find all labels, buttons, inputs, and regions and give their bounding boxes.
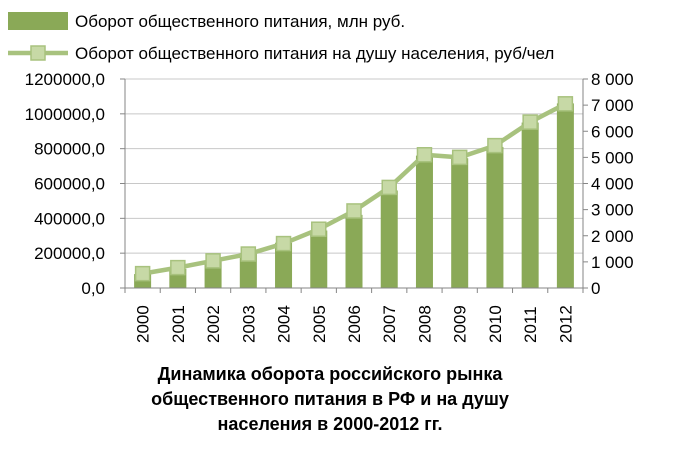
legend-bar-swatch — [8, 12, 68, 30]
caption-line-1: Динамика оборота российского рынка — [157, 364, 503, 384]
legend-line-label: Оборот общественного питания на душу нас… — [75, 44, 554, 63]
point-2011 — [522, 114, 538, 130]
point-2012 — [557, 96, 574, 112]
left-tick-label: 800000,0 — [34, 140, 105, 159]
point-2002 — [205, 253, 221, 269]
right-tick-label: 6 000 — [591, 122, 634, 141]
left-tick-label: 1200000,0 — [25, 70, 105, 89]
x-tick-label: 2008 — [415, 305, 434, 343]
bar-2010 — [486, 146, 504, 288]
right-tick-label: 0 — [591, 279, 600, 298]
left-tick-label: 200000,0 — [34, 244, 105, 263]
axes: 0,0 200000,0 400000,0 600000,0 800000,0 10000… — [25, 70, 634, 343]
right-tick-label: 7 000 — [591, 96, 634, 115]
left-tick-label: 0,0 — [81, 279, 105, 298]
bar-2006 — [345, 214, 363, 288]
bar-2005 — [310, 230, 328, 288]
right-tick-label: 8 000 — [591, 70, 634, 89]
point-2001 — [170, 259, 186, 276]
bar-2008 — [415, 155, 433, 288]
x-tick-label: 2009 — [451, 305, 470, 343]
point-2005 — [311, 221, 327, 237]
right-tick-label: 2 000 — [591, 227, 634, 246]
bar-2004 — [275, 242, 293, 288]
right-tick-label: 3 000 — [591, 201, 634, 220]
line-series — [134, 96, 574, 282]
point-2000 — [134, 265, 151, 282]
x-tick-label: 2002 — [204, 305, 223, 343]
point-2004 — [275, 235, 292, 252]
x-tick-label: 2000 — [134, 305, 153, 343]
right-tick-label: 1 000 — [591, 253, 634, 272]
left-tick-label: 1000000,0 — [25, 105, 105, 124]
bar-series — [134, 103, 574, 289]
caption-line-2: общественного питания в РФ и на душу — [151, 389, 509, 409]
x-tick-label: 2007 — [380, 305, 399, 343]
point-2007 — [381, 179, 397, 196]
x-tick-label: 2006 — [345, 305, 364, 343]
x-tick-label: 2011 — [521, 306, 540, 343]
left-tick-label: 400000,0 — [34, 209, 105, 228]
bar-2009 — [451, 158, 469, 288]
gridlines — [125, 78, 583, 254]
x-tick-label: 2005 — [310, 305, 329, 343]
point-2010 — [487, 137, 503, 154]
x-tick-label: 2012 — [556, 305, 575, 343]
chart-caption: Динамика оборота российского рынка общес… — [60, 362, 600, 437]
left-tick-label: 600000,0 — [34, 175, 105, 194]
right-tick-label: 4 000 — [591, 175, 634, 194]
point-2008 — [416, 147, 433, 163]
bar-2003 — [239, 253, 257, 288]
point-2006 — [346, 203, 362, 219]
caption-line-3: населения в 2000-2012 гг. — [217, 414, 443, 434]
x-tick-label: 2001 — [169, 305, 188, 343]
legend: Оборот общественного питания, млн руб. О… — [8, 12, 554, 63]
legend-line-marker — [30, 45, 46, 61]
x-tick-label: 2010 — [486, 305, 505, 343]
x-tick-label: 2003 — [239, 305, 258, 343]
x-tick-label: 2004 — [275, 305, 294, 343]
point-2003 — [240, 246, 257, 262]
bar-2007 — [380, 190, 398, 288]
point-2009 — [451, 149, 468, 166]
bar-2011 — [521, 122, 539, 289]
right-tick-label: 5 000 — [591, 148, 634, 167]
bar-2012 — [556, 103, 574, 288]
legend-bar-label: Оборот общественного питания, млн руб. — [75, 12, 405, 31]
